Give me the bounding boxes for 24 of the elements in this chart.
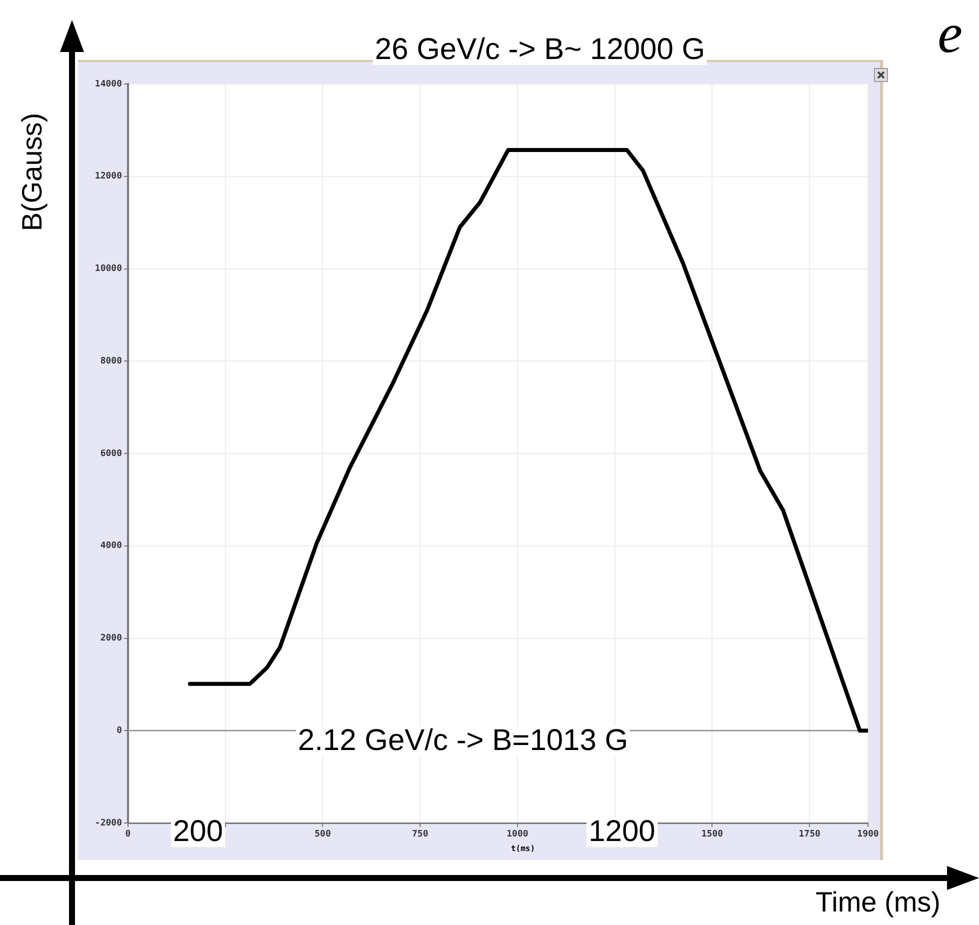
y-tick-label: 12000: [94, 172, 122, 182]
text: e: [936, 3, 964, 65]
x-tick-label: 1500: [701, 830, 724, 840]
x-tick-label: 0: [125, 830, 131, 840]
x-tick-label: 500: [314, 830, 331, 840]
y-tick-label: 8000: [100, 356, 122, 366]
y-tick-label: 2000: [100, 634, 122, 644]
text: t(ms): [510, 844, 536, 853]
annotation: 1200: [586, 815, 658, 848]
y-tick-label: 14000: [94, 79, 122, 90]
y-tick-label: -2000: [94, 818, 122, 828]
y-tick-label: 4000: [100, 541, 122, 552]
y-tick-label: 6000: [100, 448, 122, 459]
x-tick-label: 1900: [857, 830, 879, 840]
x-tick-label: 750: [412, 830, 428, 840]
x-axis-title: Time (ms): [816, 886, 940, 918]
x-tick-label: 1750: [798, 830, 820, 840]
x-tick-label: 1000: [506, 830, 528, 840]
y-axis-title: B(Gauss): [16, 112, 48, 232]
annotation: 2.12 GeV/c -> B=1013 G: [296, 724, 630, 757]
y-tick-label: 0: [116, 726, 122, 736]
annotation: 200: [170, 815, 226, 848]
text: 26 GeV/c -> B~ 12000 G: [372, 33, 708, 66]
y-tick-label: 10000: [94, 264, 122, 274]
